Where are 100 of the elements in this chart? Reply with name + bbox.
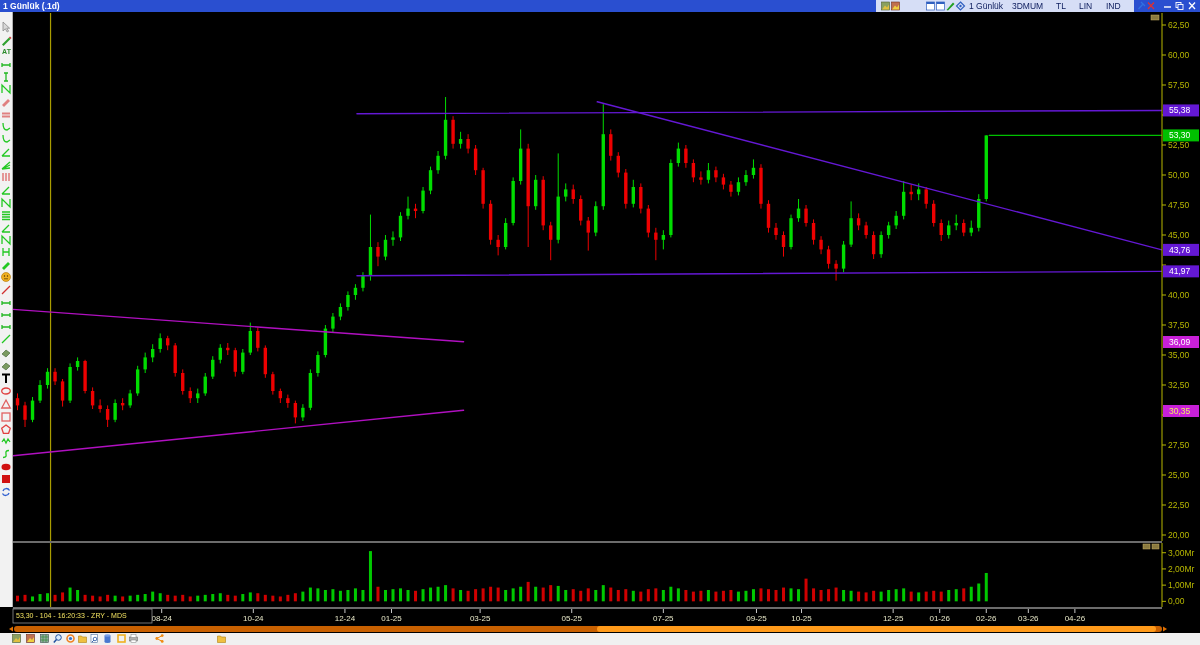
candlestick	[639, 182, 643, 214]
bar	[834, 587, 838, 602]
bar	[872, 590, 876, 602]
bar	[917, 592, 921, 602]
bar	[203, 594, 207, 602]
candlestick	[158, 332, 162, 354]
bar	[804, 578, 808, 602]
candlestick	[699, 170, 703, 186]
data-label: 43,76	[1169, 244, 1191, 255]
bar	[661, 589, 665, 602]
candlestick	[729, 180, 733, 198]
candlestick	[60, 378, 65, 408]
bar	[534, 586, 538, 602]
x-tick-label: 08-24	[151, 613, 173, 623]
candlestick	[105, 404, 110, 428]
bar	[353, 588, 357, 602]
candlestick	[466, 133, 470, 154]
y-tick-label: 50,00	[1168, 169, 1190, 180]
bar	[729, 589, 733, 602]
bar	[158, 593, 162, 602]
candlestick	[549, 221, 553, 261]
bar	[691, 591, 695, 602]
candlestick	[428, 166, 433, 195]
candlestick	[744, 169, 748, 187]
y-tick-label: 22,50	[1168, 499, 1190, 510]
candlestick	[879, 230, 883, 259]
bar	[549, 585, 553, 602]
data-label: 55,38	[1169, 105, 1191, 116]
y-tick-label: 3,00Mr	[1168, 547, 1195, 558]
bar	[346, 589, 350, 602]
bar	[323, 589, 327, 602]
bar	[376, 586, 380, 602]
bar	[556, 585, 560, 602]
x-tick-label: 05-25	[561, 613, 583, 623]
bar	[616, 589, 620, 602]
bar	[586, 588, 590, 602]
bar	[248, 592, 252, 602]
bar	[812, 588, 816, 602]
bar	[23, 594, 27, 602]
bar	[819, 589, 823, 602]
bar	[954, 589, 958, 602]
bar	[444, 585, 448, 602]
bar	[188, 596, 192, 602]
chart-title: 1 Günlük (.1d)	[3, 0, 60, 11]
y-tick-label: 45,00	[1168, 229, 1190, 240]
x-tick-label: 10-24	[243, 613, 265, 623]
bar	[399, 588, 403, 602]
bar	[887, 589, 891, 602]
bar	[902, 588, 906, 602]
bar	[263, 594, 267, 602]
bar	[601, 585, 605, 602]
y-tick-label: 57,50	[1168, 79, 1190, 90]
bar	[53, 594, 57, 602]
candlestick	[331, 312, 335, 333]
candlestick	[316, 350, 320, 378]
bar	[977, 583, 981, 602]
candlestick	[361, 271, 365, 292]
y-tick-label: 32,50	[1168, 379, 1190, 390]
bar	[316, 588, 320, 602]
bar	[932, 590, 936, 602]
bar	[436, 586, 440, 602]
bar	[721, 590, 725, 602]
bar	[519, 586, 523, 602]
bar	[293, 593, 297, 602]
candlestick	[301, 403, 305, 422]
bar	[38, 594, 42, 602]
candlestick	[346, 290, 350, 312]
candlestick	[286, 394, 290, 409]
x-tick-label: 09-25	[746, 613, 768, 623]
x-tick-label: 12-24	[334, 613, 356, 623]
candlestick	[376, 241, 380, 267]
x-tick-label: 01-25	[381, 613, 403, 623]
bar	[909, 591, 913, 602]
candlestick	[23, 401, 27, 428]
bar	[939, 591, 943, 602]
data-label: 53,30	[1169, 130, 1191, 141]
candlestick	[256, 326, 260, 352]
y-tick-label: 25,00	[1168, 469, 1190, 480]
candlestick	[579, 194, 583, 226]
bar	[842, 589, 846, 602]
candlestick	[53, 367, 57, 386]
bar	[256, 593, 260, 602]
bar	[609, 587, 613, 602]
candlestick	[819, 235, 823, 255]
candlestick	[571, 184, 575, 205]
candlestick	[684, 144, 688, 169]
candlestick	[661, 229, 666, 250]
bar	[361, 589, 365, 602]
text: 3DMUM	[1012, 0, 1044, 11]
bar	[984, 572, 988, 602]
bar	[338, 590, 342, 602]
bar	[76, 589, 80, 602]
bar	[676, 588, 680, 602]
candlestick	[38, 379, 42, 404]
bar	[391, 589, 395, 602]
bar	[857, 591, 861, 602]
candlestick	[706, 162, 711, 184]
bar	[46, 593, 50, 602]
x-tick-label: 02-26	[976, 613, 998, 623]
candlestick	[406, 196, 410, 220]
